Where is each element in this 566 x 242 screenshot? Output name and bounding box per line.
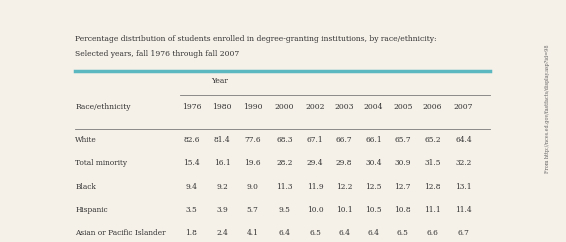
Text: 19.6: 19.6 bbox=[245, 159, 261, 167]
Text: 66.7: 66.7 bbox=[336, 136, 353, 144]
Text: 12.2: 12.2 bbox=[336, 183, 352, 191]
Text: 6.4: 6.4 bbox=[338, 229, 350, 237]
Text: 10.5: 10.5 bbox=[365, 206, 381, 214]
Text: 10.8: 10.8 bbox=[395, 206, 411, 214]
Text: 30.4: 30.4 bbox=[365, 159, 381, 167]
Text: 6.4: 6.4 bbox=[278, 229, 290, 237]
Text: 6.6: 6.6 bbox=[427, 229, 439, 237]
Text: 6.4: 6.4 bbox=[367, 229, 379, 237]
Text: 9.2: 9.2 bbox=[216, 183, 228, 191]
Text: 31.5: 31.5 bbox=[424, 159, 441, 167]
Text: Selected years, fall 1976 through fall 2007: Selected years, fall 1976 through fall 2… bbox=[75, 51, 239, 59]
Text: 2.4: 2.4 bbox=[216, 229, 228, 237]
Text: 1976: 1976 bbox=[182, 103, 201, 111]
Text: 2002: 2002 bbox=[305, 103, 325, 111]
Text: 11.9: 11.9 bbox=[307, 183, 323, 191]
Text: 65.7: 65.7 bbox=[395, 136, 411, 144]
Text: 11.1: 11.1 bbox=[424, 206, 441, 214]
Text: Race/ethnicity: Race/ethnicity bbox=[75, 103, 131, 111]
Text: 3.9: 3.9 bbox=[216, 206, 228, 214]
Text: 12.5: 12.5 bbox=[365, 183, 381, 191]
Text: 5.7: 5.7 bbox=[247, 206, 259, 214]
Text: 30.9: 30.9 bbox=[395, 159, 411, 167]
Text: 67.1: 67.1 bbox=[307, 136, 323, 144]
Text: Percentage distribution of students enrolled in degree-granting institutions, by: Percentage distribution of students enro… bbox=[75, 35, 437, 43]
Text: From http://nces.ed.gov/fastfacts/display.asp?id=98: From http://nces.ed.gov/fastfacts/displa… bbox=[546, 45, 550, 173]
Text: 66.1: 66.1 bbox=[365, 136, 381, 144]
Text: Year: Year bbox=[211, 76, 228, 84]
Text: 12.7: 12.7 bbox=[395, 183, 411, 191]
Text: 12.8: 12.8 bbox=[424, 183, 441, 191]
Text: 32.2: 32.2 bbox=[455, 159, 471, 167]
Text: 82.6: 82.6 bbox=[183, 136, 200, 144]
Text: 6.5: 6.5 bbox=[397, 229, 409, 237]
Text: 68.3: 68.3 bbox=[276, 136, 293, 144]
Text: 2006: 2006 bbox=[423, 103, 443, 111]
Text: Total minority: Total minority bbox=[75, 159, 127, 167]
Text: 9.0: 9.0 bbox=[247, 183, 259, 191]
Text: 6.5: 6.5 bbox=[309, 229, 321, 237]
Text: 1980: 1980 bbox=[212, 103, 232, 111]
Text: 11.3: 11.3 bbox=[276, 183, 293, 191]
Text: 1990: 1990 bbox=[243, 103, 263, 111]
Text: 1.8: 1.8 bbox=[186, 229, 198, 237]
Text: 81.4: 81.4 bbox=[214, 136, 230, 144]
Text: 11.4: 11.4 bbox=[455, 206, 471, 214]
Text: 15.4: 15.4 bbox=[183, 159, 200, 167]
Text: 10.0: 10.0 bbox=[307, 206, 323, 214]
Text: 6.7: 6.7 bbox=[457, 229, 469, 237]
Text: 65.2: 65.2 bbox=[424, 136, 441, 144]
Text: 2005: 2005 bbox=[393, 103, 413, 111]
Text: 10.1: 10.1 bbox=[336, 206, 353, 214]
Text: 77.6: 77.6 bbox=[245, 136, 261, 144]
Text: Black: Black bbox=[75, 183, 96, 191]
Text: 2007: 2007 bbox=[453, 103, 473, 111]
Text: 29.8: 29.8 bbox=[336, 159, 352, 167]
Text: Asian or Pacific Islander: Asian or Pacific Islander bbox=[75, 229, 166, 237]
Text: 4.1: 4.1 bbox=[247, 229, 259, 237]
Text: White: White bbox=[75, 136, 97, 144]
Text: 13.1: 13.1 bbox=[455, 183, 471, 191]
Text: 9.5: 9.5 bbox=[278, 206, 290, 214]
Text: 16.1: 16.1 bbox=[214, 159, 230, 167]
Text: 28.2: 28.2 bbox=[276, 159, 293, 167]
Text: 64.4: 64.4 bbox=[455, 136, 471, 144]
Text: Hispanic: Hispanic bbox=[75, 206, 108, 214]
Text: 2003: 2003 bbox=[334, 103, 354, 111]
Text: 9.4: 9.4 bbox=[186, 183, 198, 191]
Text: 3.5: 3.5 bbox=[186, 206, 198, 214]
Text: 2000: 2000 bbox=[275, 103, 294, 111]
Text: 2004: 2004 bbox=[364, 103, 383, 111]
Text: 29.4: 29.4 bbox=[307, 159, 323, 167]
